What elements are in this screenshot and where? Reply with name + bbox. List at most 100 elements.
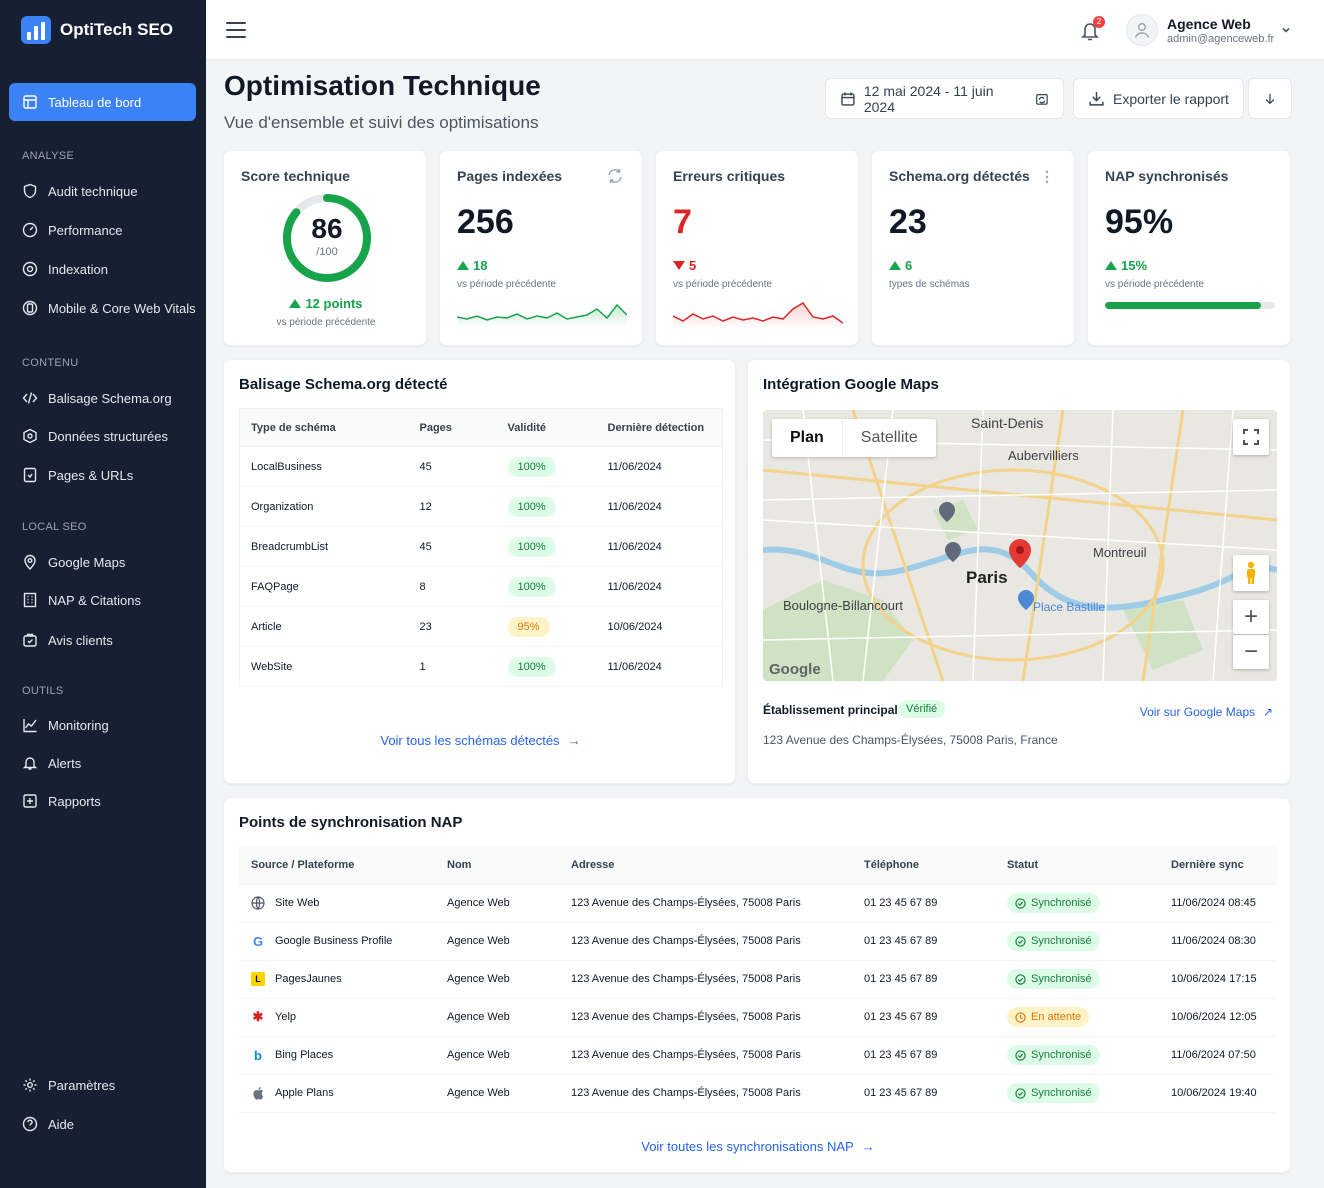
table-row[interactable]: b Bing Places Agence Web 123 Avenue des Cha…	[239, 1036, 1277, 1074]
source-cell: L PagesJaunes	[251, 972, 447, 986]
avatar[interactable]	[1126, 14, 1158, 46]
fullscreen-button[interactable]	[1233, 419, 1269, 455]
schema-type: WebSite	[239, 646, 420, 687]
column-header[interactable]: Validité	[507, 408, 608, 447]
column-header[interactable]: Statut	[1007, 846, 1171, 884]
score-gauge	[283, 194, 371, 282]
bing-icon: b	[254, 1047, 262, 1063]
sidebar-item-google-maps[interactable]: Google Maps	[22, 552, 125, 572]
sidebar-item-help[interactable]: Aide	[22, 1114, 74, 1134]
sidebar-section-title: OUTILS	[22, 685, 64, 697]
sidebar-item-label: Mobile & Core Web Vitals	[48, 300, 196, 316]
table-row[interactable]: Apple Plans Agence Web 123 Avenue des Cham…	[239, 1074, 1277, 1112]
column-header[interactable]: Type de schéma	[239, 408, 420, 447]
kpi-title: Pages indexées	[457, 168, 563, 184]
schema-pages: 45	[419, 446, 508, 487]
more-options-icon[interactable]	[1044, 170, 1050, 184]
trend-down-icon	[673, 261, 685, 270]
map-type-satellite[interactable]: Satellite	[841, 419, 936, 457]
map-view[interactable]: Saint-Denis Aubervilliers Paris Boulogne…	[763, 410, 1277, 681]
schema-pages: 23	[419, 606, 508, 647]
status-badge: Synchronisé	[1007, 893, 1100, 913]
kpi-delta-value: 5	[689, 258, 697, 273]
sidebar-item-alerts[interactable]: Alerts	[22, 753, 81, 773]
kpi-title: Schema.org détectés	[889, 168, 1030, 184]
kpi-value: 23	[889, 203, 927, 241]
map-type-plan[interactable]: Plan	[790, 429, 824, 446]
date-range-picker[interactable]: 12 mai 2024 - 11 juin 2024	[825, 78, 1064, 119]
sidebar-item-monitoring[interactable]: Monitoring	[22, 715, 109, 735]
column-header[interactable]: Dernière détection	[607, 408, 723, 447]
sidebar-item-performance[interactable]: Performance	[22, 220, 122, 240]
sidebar-item-mobile[interactable]: Mobile & Core Web Vitals	[22, 298, 196, 318]
section-title: Points de synchronisation NAP	[239, 814, 463, 831]
status-label: Synchronisé	[1031, 1087, 1092, 1099]
sidebar-item-dashboard[interactable]: Tableau de bord	[9, 83, 196, 121]
column-header[interactable]: Dernière sync	[1171, 846, 1277, 884]
kpi-delta: 18	[457, 258, 487, 273]
sidebar-item-reviews[interactable]: Avis clients	[22, 630, 113, 650]
status-label: Synchronisé	[1031, 897, 1092, 909]
sidebar-item-indexation[interactable]: Indexation	[22, 259, 108, 279]
user-icon	[1134, 23, 1150, 38]
sidebar-item-audit[interactable]: Audit technique	[22, 181, 138, 201]
verified-badge: Vérifié	[898, 700, 946, 718]
user-name[interactable]: Agence Web	[1167, 16, 1251, 32]
kpi-note: types de schémas	[889, 279, 970, 290]
zoom-in-button[interactable]: +	[1233, 600, 1269, 634]
sidebar-item-label: Performance	[48, 222, 123, 238]
map-label: Montreuil	[1093, 545, 1147, 560]
column-header[interactable]: Source / Plateforme	[239, 846, 447, 884]
export-options-button[interactable]	[1248, 78, 1292, 119]
table-row[interactable]: WebSite 1 100% 11/06/2024	[239, 646, 723, 687]
mobile-icon	[22, 300, 38, 316]
sidebar-item-reports[interactable]: Rapports	[22, 791, 101, 811]
export-button[interactable]: Exporter le rapport	[1073, 78, 1244, 119]
check-circle-icon	[1015, 1049, 1026, 1061]
arrow-right-icon: →	[858, 1139, 875, 1154]
user-email: admin@agenceweb.fr	[1167, 33, 1275, 45]
brand[interactable]: OptiTech SEO	[21, 16, 173, 44]
source-name: Google Business Profile	[275, 935, 393, 947]
score-delta: 12 points	[224, 296, 428, 311]
score-value: 86	[311, 213, 343, 244]
google-logo: Google	[769, 661, 821, 678]
view-all-nap-link[interactable]: Voir toutes les synchronisations NAP →	[224, 1138, 1292, 1156]
sidebar-item-nap[interactable]: NAP & Citations	[22, 590, 141, 610]
kpi-card-score: Score technique 86 /100 12 points vs pér…	[223, 150, 427, 346]
column-header[interactable]: Pages	[419, 408, 508, 447]
schema-type: FAQPage	[239, 566, 420, 607]
view-on-google-maps-link[interactable]: Voir sur Google Maps ↗	[1140, 703, 1273, 721]
sidebar-item-settings[interactable]: Paramètres	[22, 1075, 115, 1095]
schema-type: Article	[239, 606, 420, 647]
table-row[interactable]: Article 23 95% 10/06/2024	[239, 606, 723, 647]
notification-bell-icon[interactable]	[1080, 20, 1100, 42]
schema-type: LocalBusiness	[239, 446, 420, 487]
menu-icon[interactable]	[226, 22, 246, 38]
table-row[interactable]: G Google Business Profile Agence Web 123 Av…	[239, 922, 1277, 960]
table-row[interactable]: FAQPage 8 100% 11/06/2024	[239, 566, 723, 607]
zoom-out-button[interactable]: −	[1233, 635, 1269, 669]
kpi-note: vs période précédente	[673, 279, 772, 290]
table-row[interactable]: Organization 12 100% 11/06/2024	[239, 486, 723, 527]
sidebar-item-schema[interactable]: Balisage Schema.org	[22, 388, 172, 408]
column-header[interactable]: Adresse	[571, 846, 864, 884]
column-header[interactable]: Nom	[447, 846, 571, 884]
link-label: Voir tous les schémas détectés	[380, 733, 560, 748]
sidebar-item-structured-data[interactable]: Données structurées	[22, 426, 168, 446]
street-view-button[interactable]	[1233, 555, 1269, 591]
schema-pages: 1	[419, 646, 508, 687]
table-row[interactable]: ✱ Yelp Agence Web 123 Avenue des Champs-Ély…	[239, 998, 1277, 1036]
table-row[interactable]: Site Web Agence Web 123 Avenue des Champs-…	[239, 884, 1277, 922]
sidebar-item-pages[interactable]: Pages & URLs	[22, 465, 133, 485]
sync-icon[interactable]	[606, 167, 624, 185]
chevron-down-icon[interactable]	[1281, 25, 1291, 35]
schema-date: 11/06/2024	[607, 646, 723, 687]
table-row[interactable]: BreadcrumbList 45 100% 11/06/2024	[239, 526, 723, 567]
view-all-schemas-link[interactable]: Voir tous les schémas détectés →	[224, 732, 737, 750]
kpi-delta-value: 15%	[1121, 258, 1148, 273]
column-header[interactable]: Téléphone	[864, 846, 1007, 884]
table-row[interactable]: L PagesJaunes Agence Web 123 Avenue des Cha…	[239, 960, 1277, 998]
nap-address: 123 Avenue des Champs-Élysées, 75008 Par…	[571, 1011, 801, 1023]
table-row[interactable]: LocalBusiness 45 100% 11/06/2024	[239, 446, 723, 487]
